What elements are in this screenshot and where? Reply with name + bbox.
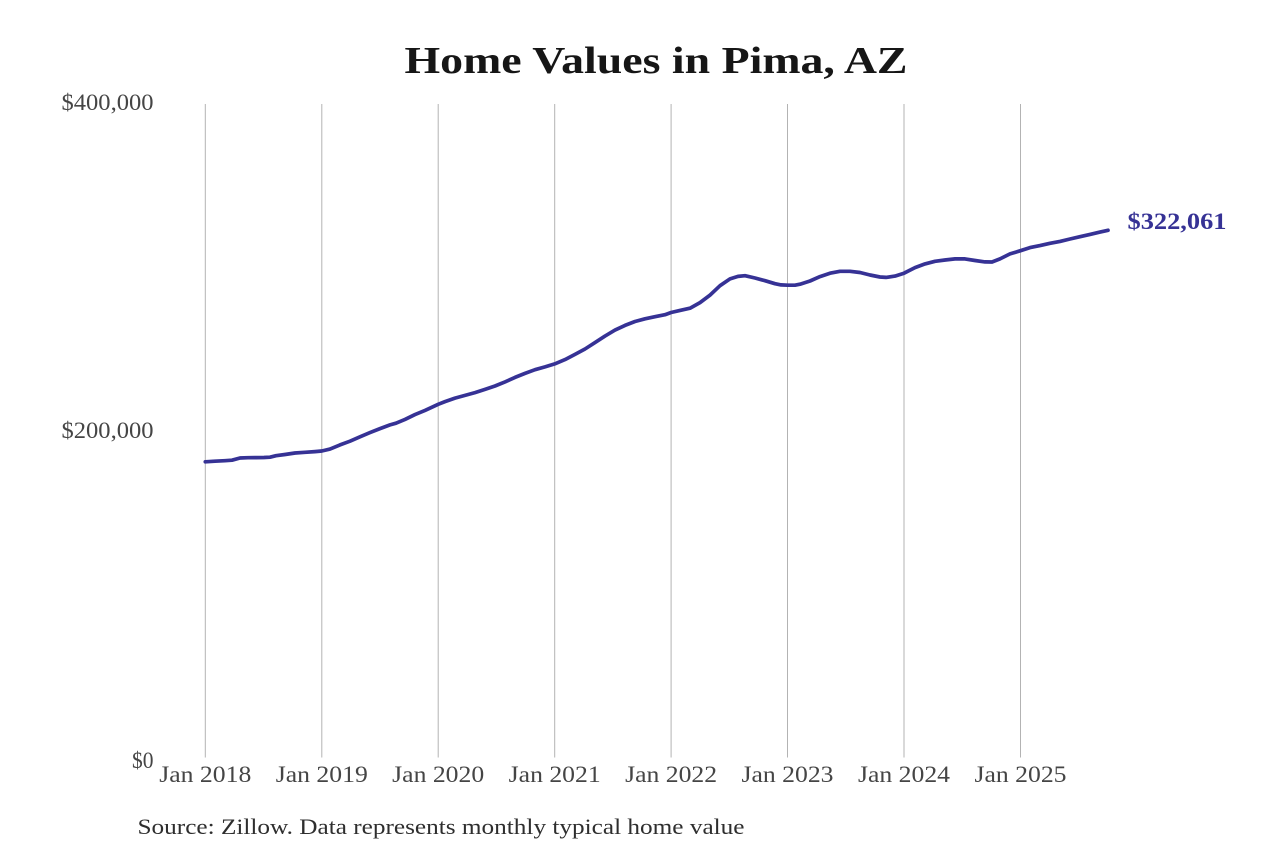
svg-text:Jan 2022: Jan 2022 xyxy=(625,762,717,787)
svg-text:$400,000: $400,000 xyxy=(62,90,154,115)
svg-text:Home Values in Pima, AZ: Home Values in Pima, AZ xyxy=(405,40,908,82)
svg-text:Jan 2024: Jan 2024 xyxy=(858,762,951,787)
svg-text:$322,061: $322,061 xyxy=(1128,209,1227,234)
svg-text:Jan 2023: Jan 2023 xyxy=(742,762,834,787)
svg-text:Jan 2019: Jan 2019 xyxy=(276,762,368,787)
svg-text:$200,000: $200,000 xyxy=(62,418,154,443)
svg-text:Jan 2025: Jan 2025 xyxy=(975,762,1067,787)
svg-text:Source: Zillow. Data represent: Source: Zillow. Data represents monthly … xyxy=(138,814,745,839)
svg-text:Jan 2020: Jan 2020 xyxy=(392,762,484,787)
svg-text:$0: $0 xyxy=(132,748,154,773)
svg-text:Jan 2018: Jan 2018 xyxy=(159,762,251,787)
svg-text:Jan 2021: Jan 2021 xyxy=(509,762,601,787)
